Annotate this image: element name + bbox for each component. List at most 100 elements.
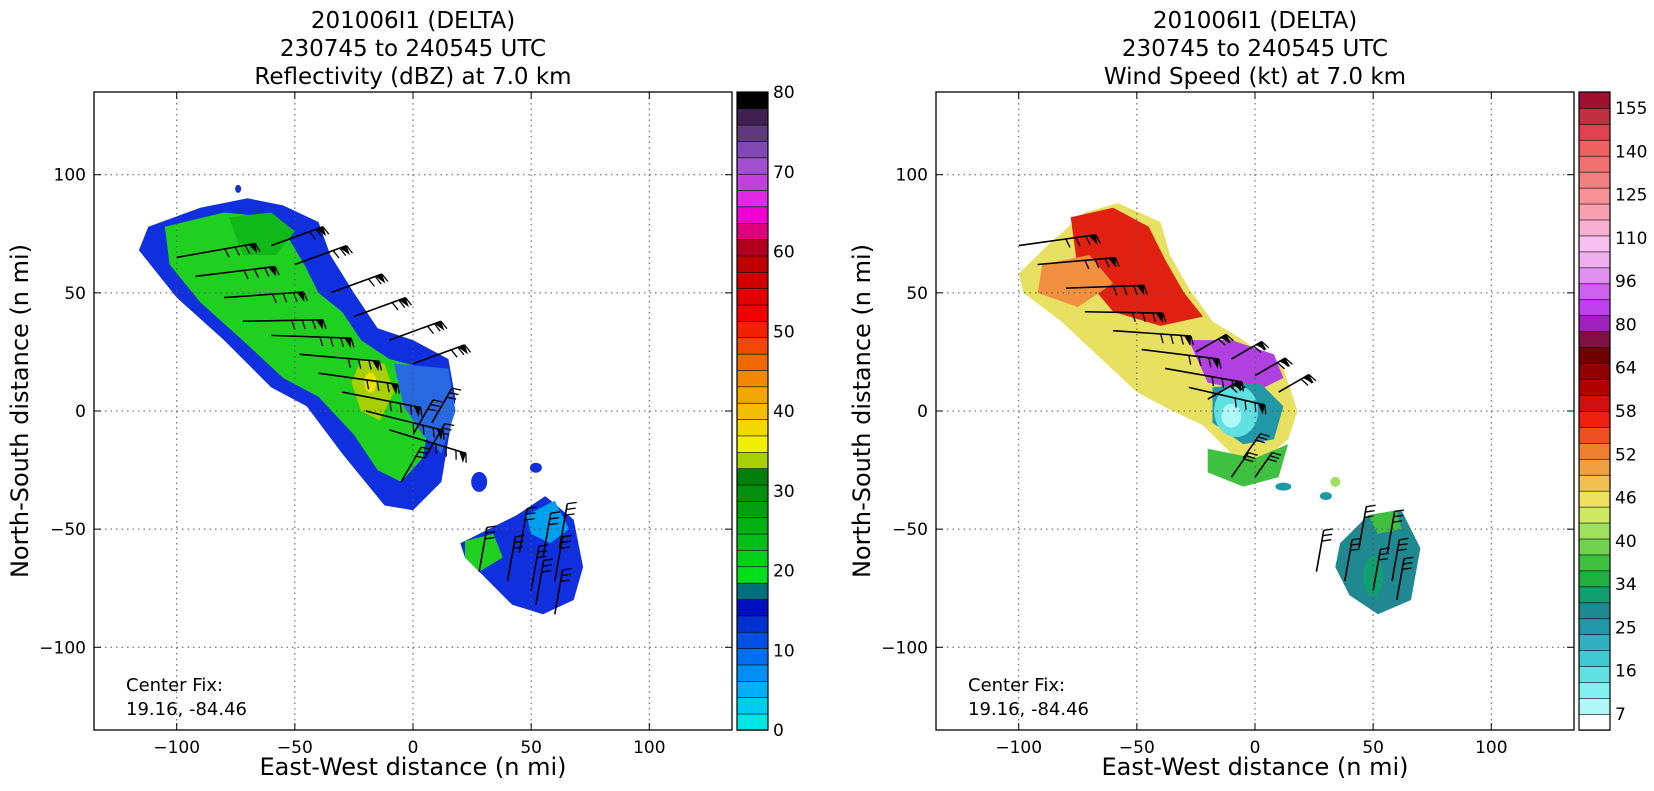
colorbar [737, 92, 768, 730]
colorbar-tick-label: 25 [1615, 618, 1637, 638]
colorbar-swatch [737, 337, 768, 354]
colorbar-swatch [1579, 331, 1610, 347]
colorbar-tick-label: 58 [1615, 402, 1637, 422]
colorbar-swatch [737, 190, 768, 207]
colorbar-swatch [737, 583, 768, 600]
y-tick-label: 0 [917, 402, 928, 422]
colorbar-tick-label: 7 [1615, 705, 1626, 725]
colorbar-swatch [737, 239, 768, 256]
colorbar-swatch [1579, 204, 1610, 220]
colorbar-tick-label: 70 [773, 163, 795, 183]
colorbar-swatch [1579, 459, 1610, 475]
title-line-3: Reflectivity (dBZ) at 7.0 km [254, 64, 571, 90]
title-line-1: 201006I1 (DELTA) [311, 8, 515, 34]
colorbar-swatch [737, 468, 768, 485]
colorbar-swatch [1579, 443, 1610, 459]
colorbar-swatch [1579, 252, 1610, 268]
wind-cell [1320, 492, 1332, 500]
colorbar-swatch [737, 632, 768, 649]
colorbar-tick-label: 40 [1615, 532, 1637, 552]
colorbar-tick-label: 140 [1615, 142, 1647, 162]
colorbar-swatch [1579, 299, 1610, 315]
y-tick-label: −100 [39, 638, 86, 658]
colorbar-swatch [737, 386, 768, 403]
colorbar-swatch [737, 272, 768, 289]
x-axis-label: East-West distance (n mi) [259, 753, 566, 781]
colorbar-swatch [737, 452, 768, 469]
wind-speed-field [1019, 203, 1421, 614]
colorbar-swatch [1579, 220, 1610, 236]
x-tick-label: 100 [1475, 738, 1507, 758]
center-fix-label: Center Fix: [968, 675, 1065, 696]
colorbar-swatch [1579, 315, 1610, 331]
colorbar-tick-label: 40 [773, 402, 795, 422]
colorbar-swatch [1579, 347, 1610, 363]
colorbar-swatch [737, 599, 768, 616]
colorbar-swatch [737, 681, 768, 698]
y-tick-label: 0 [75, 402, 86, 422]
echo-cell [471, 472, 487, 492]
eye-center [1221, 404, 1241, 428]
grid [936, 92, 1574, 730]
echo-core [364, 373, 376, 393]
center-fix-value: 19.16, -84.46 [968, 699, 1089, 720]
colorbar-swatch [737, 665, 768, 682]
colorbar-swatch [1579, 714, 1610, 730]
colorbar-tick-label: 30 [773, 482, 795, 502]
wind-barb [389, 321, 447, 340]
x-tick-label: −100 [153, 738, 200, 758]
colorbar-tick-label: 10 [773, 641, 795, 661]
echo-cell [530, 463, 542, 473]
colorbar-swatch [1579, 395, 1610, 411]
colorbar-swatch [737, 648, 768, 665]
title-line-2: 230745 to 240545 UTC [1122, 36, 1388, 62]
colorbar-swatch [737, 305, 768, 322]
wind-cell [1330, 477, 1340, 487]
colorbar-swatch [1579, 571, 1610, 587]
colorbar-swatch [737, 321, 768, 338]
colorbar-swatch [737, 125, 768, 142]
y-axis-label: North-South distance (n mi) [848, 244, 876, 578]
colorbar-swatch [737, 92, 768, 109]
reflectivity-panel: 201006I1 (DELTA) 230745 to 240545 UTC Re… [6, 8, 795, 781]
colorbar-swatch [737, 714, 768, 731]
x-tick-label: −100 [995, 738, 1042, 758]
colorbar-tick-label: 34 [1615, 575, 1637, 595]
center-fix-value: 19.16, -84.46 [126, 699, 247, 720]
y-tick-label: −100 [881, 638, 928, 658]
colorbar-swatch [1579, 156, 1610, 172]
colorbar-tick-label: 96 [1615, 272, 1637, 292]
colorbar-tick-label: 20 [773, 562, 795, 582]
title-line-3: Wind Speed (kt) at 7.0 km [1104, 64, 1406, 90]
colorbar-swatch [1579, 555, 1610, 571]
colorbar-swatch [737, 288, 768, 305]
colorbar-swatch [737, 157, 768, 174]
colorbar-swatch [737, 615, 768, 632]
colorbar-swatch [1579, 283, 1610, 299]
y-tick-label: 50 [64, 284, 86, 304]
y-tick-label: 50 [906, 284, 928, 304]
colorbar-tick-label: 80 [1615, 315, 1637, 335]
center-fix-label: Center Fix: [126, 675, 223, 696]
colorbar-tick-label: 155 [1615, 99, 1647, 119]
colorbar-swatch [737, 419, 768, 436]
colorbar-swatch [737, 485, 768, 502]
colorbar-swatch [737, 517, 768, 534]
colorbar-swatch [1579, 379, 1610, 395]
colorbar-swatch [1579, 236, 1610, 252]
colorbar-swatch [1579, 427, 1610, 443]
y-axis-label: North-South distance (n mi) [6, 244, 34, 578]
wind-cell [1275, 483, 1291, 491]
colorbar-swatch [737, 534, 768, 551]
colorbar-swatch [1579, 267, 1610, 283]
colorbar [1579, 92, 1610, 730]
colorbar-swatch [737, 141, 768, 158]
colorbar-swatch [737, 403, 768, 420]
colorbar-tick-label: 125 [1615, 186, 1647, 206]
colorbar-swatch [1579, 491, 1610, 507]
colorbar-swatch [1579, 539, 1610, 555]
colorbar-swatch [1579, 666, 1610, 682]
grid [94, 92, 732, 730]
